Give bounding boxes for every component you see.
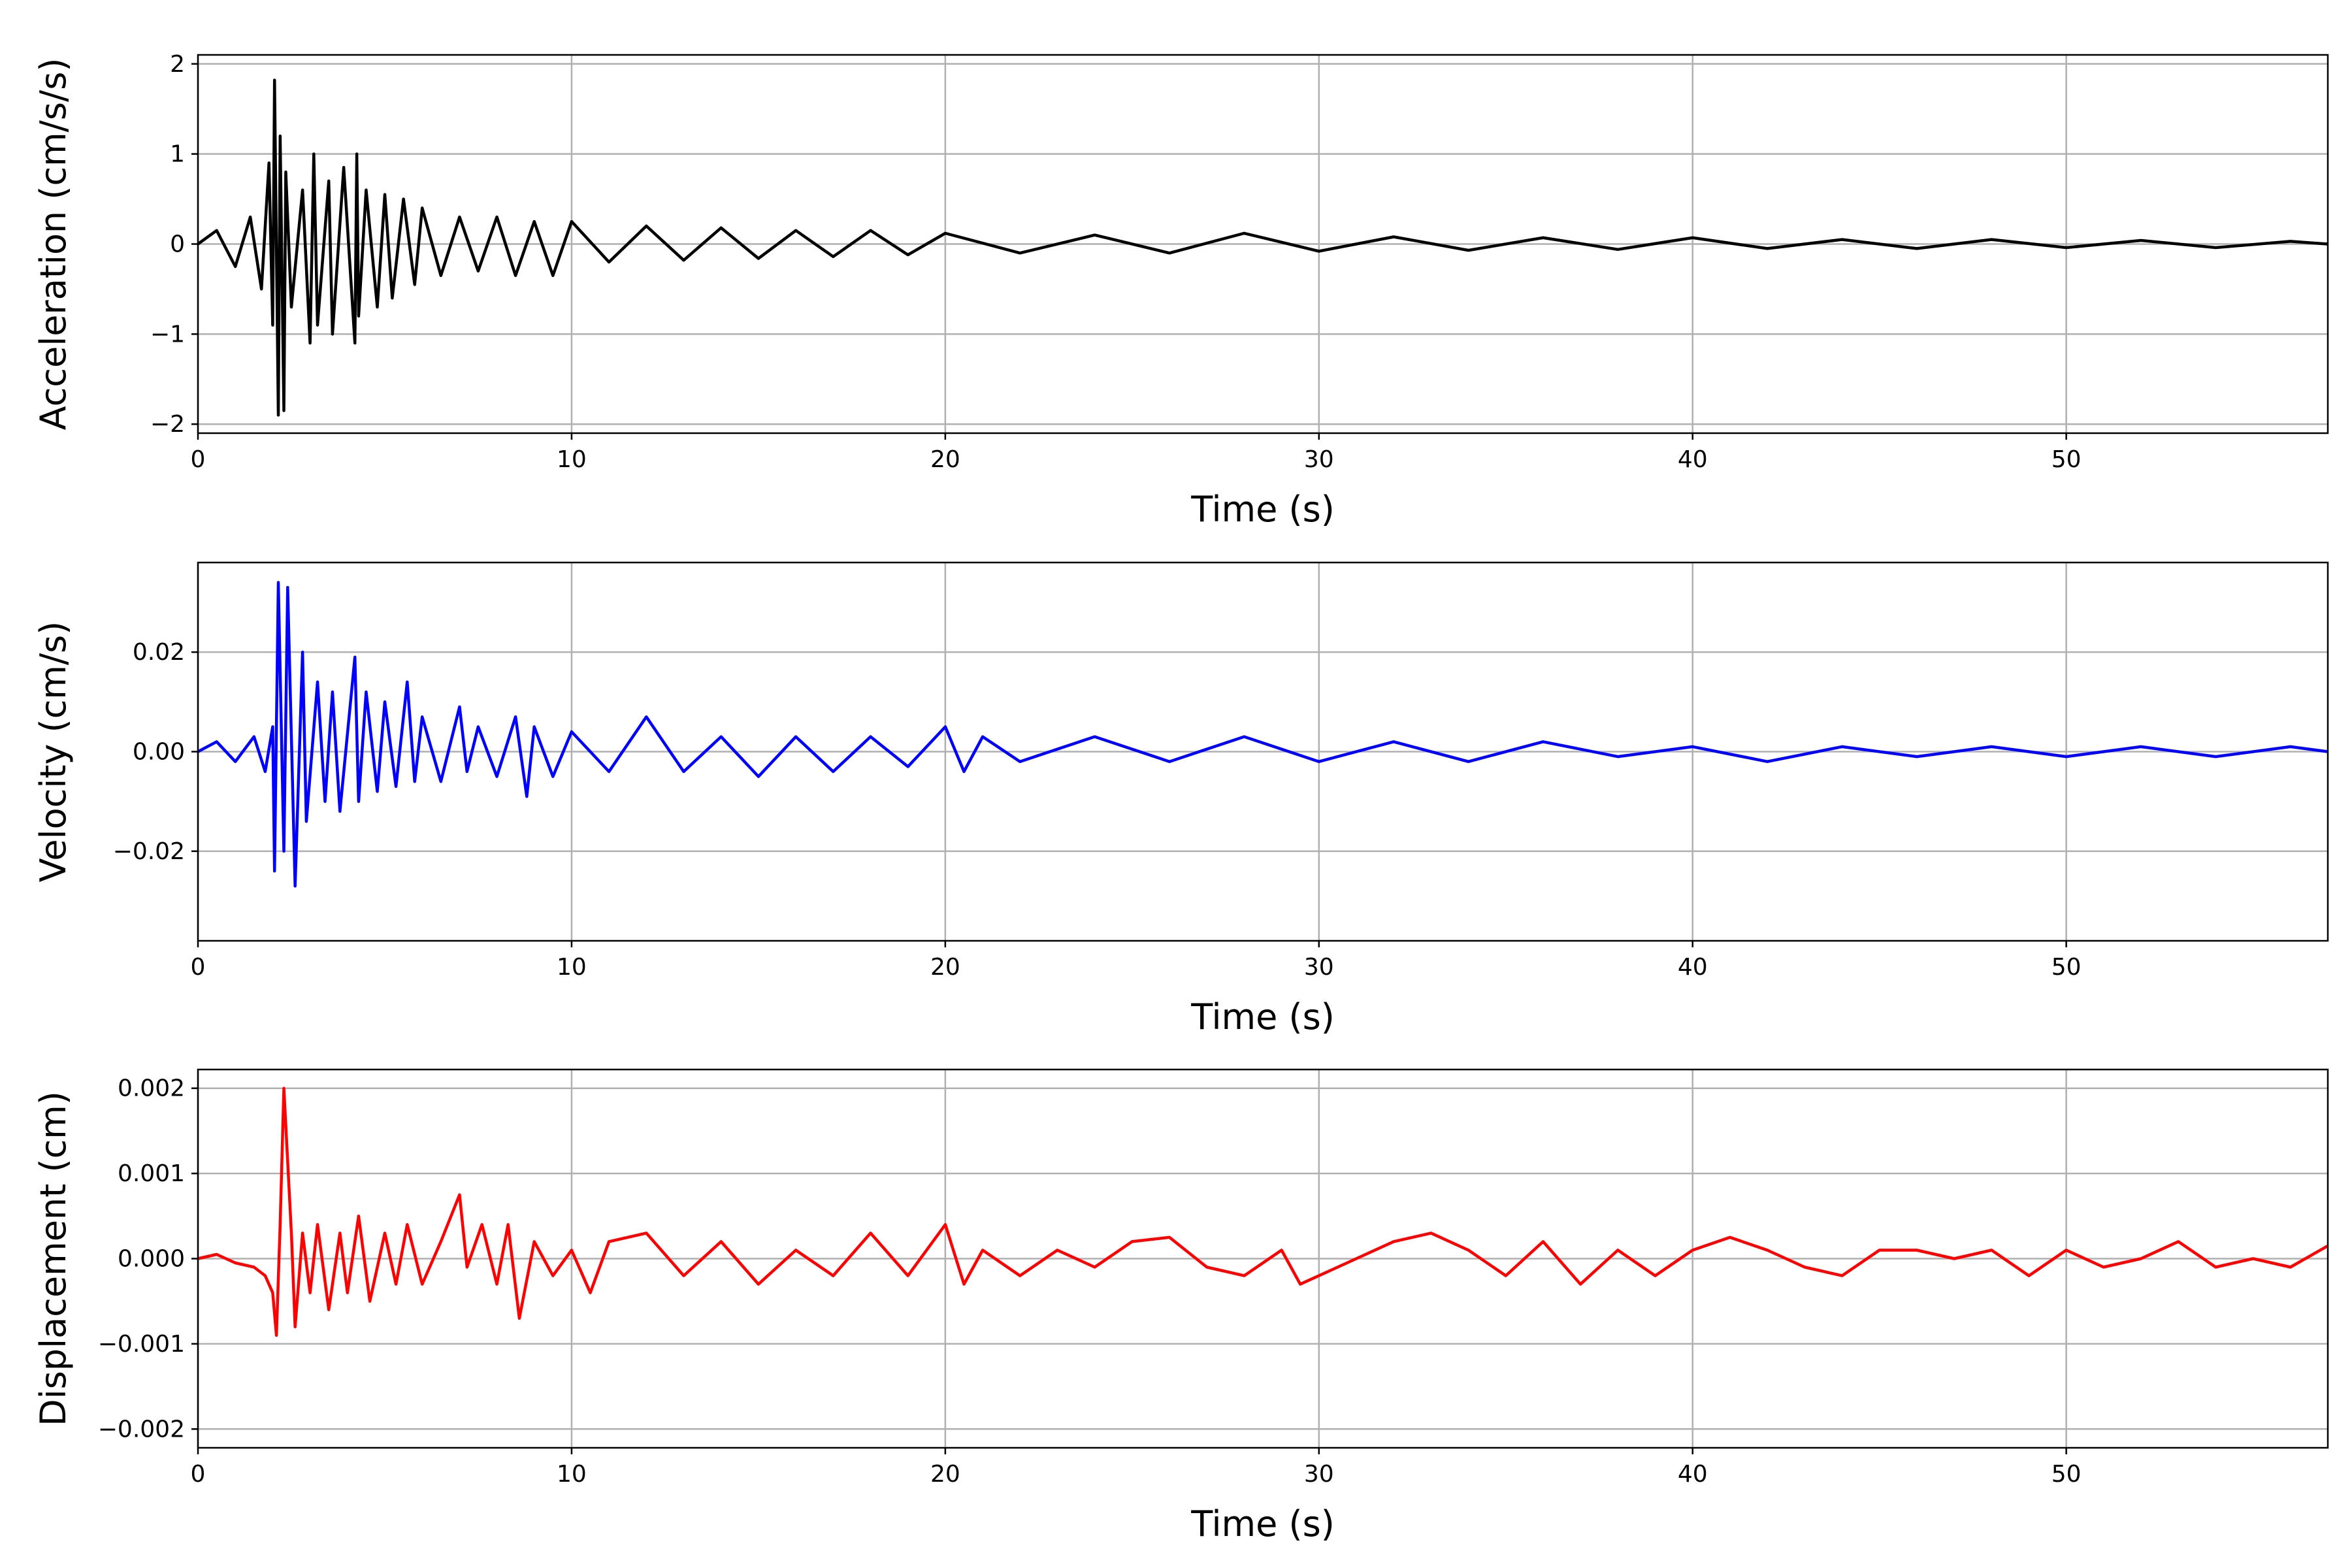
displacement-x-tick-label: 40	[1678, 1461, 1708, 1488]
acceleration-x-tick-label: 40	[1678, 446, 1708, 473]
velocity-y-tick-label: 0.00	[133, 739, 185, 766]
acceleration-y-tick-label: −2	[150, 411, 185, 438]
velocity-x-tick-label: 10	[557, 954, 587, 981]
acceleration-series-line	[197, 78, 2328, 417]
velocity-x-axis-label: Time (s)	[1190, 996, 1335, 1037]
acceleration-y-tick-label: −1	[150, 321, 185, 348]
displacement-x-tick-label: 10	[557, 1461, 587, 1488]
acceleration-y-tick-label: 1	[170, 141, 185, 168]
acceleration-x-tick-label: 20	[930, 446, 960, 473]
displacement-x-tick-label: 0	[191, 1461, 206, 1488]
velocity-series-line	[197, 581, 2328, 888]
acceleration-x-tick-label: 0	[191, 446, 206, 473]
acceleration-y-axis-label: Acceleration (cm/s/s)	[33, 58, 74, 431]
velocity-x-tick-label: 40	[1678, 954, 1708, 981]
acceleration-y-tick-label: 0	[170, 231, 185, 258]
velocity-x-tick-label: 30	[1304, 954, 1334, 981]
acceleration-x-tick-label: 50	[2051, 446, 2082, 473]
velocity-x-tick-label: 50	[2051, 954, 2082, 981]
displacement-x-axis-label: Time (s)	[1190, 1503, 1335, 1544]
displacement-y-tick-label: 0.000	[118, 1246, 185, 1273]
acceleration-y-tick-label: 2	[170, 51, 185, 78]
acceleration-x-axis-label: Time (s)	[1190, 489, 1335, 530]
acceleration-x-tick-label: 10	[557, 446, 587, 473]
velocity-x-tick-label: 0	[191, 954, 206, 981]
acceleration-x-tick-label: 30	[1304, 446, 1334, 473]
displacement-y-tick-label: −0.002	[98, 1416, 185, 1443]
displacement-x-tick-label: 20	[930, 1461, 960, 1488]
displacement-y-axis-label: Displacement (cm)	[33, 1091, 74, 1426]
displacement-x-tick-label: 50	[2051, 1461, 2082, 1488]
displacement-y-tick-label: 0.002	[118, 1075, 185, 1102]
displacement-series-line	[197, 1086, 2329, 1337]
displacement-x-tick-label: 30	[1304, 1461, 1334, 1488]
displacement-y-tick-label: −0.001	[98, 1331, 185, 1358]
velocity-panel: 0 10 20 30 40 50 0.02 0.00 −0.02 Time (s) Velocity…	[33, 561, 2329, 1037]
velocity-y-axis-label: Velocity (cm/s)	[33, 621, 74, 883]
velocity-y-tick-label: 0.02	[133, 639, 185, 666]
velocity-x-tick-label: 20	[930, 954, 960, 981]
displacement-y-tick-label: 0.001	[118, 1160, 185, 1187]
displacement-panel: 0 10 20 30 40 50 0.002 0.001 0.000 −0.001 −0.002 Ti…	[33, 1068, 2329, 1544]
velocity-y-tick-label: −0.02	[113, 838, 185, 865]
